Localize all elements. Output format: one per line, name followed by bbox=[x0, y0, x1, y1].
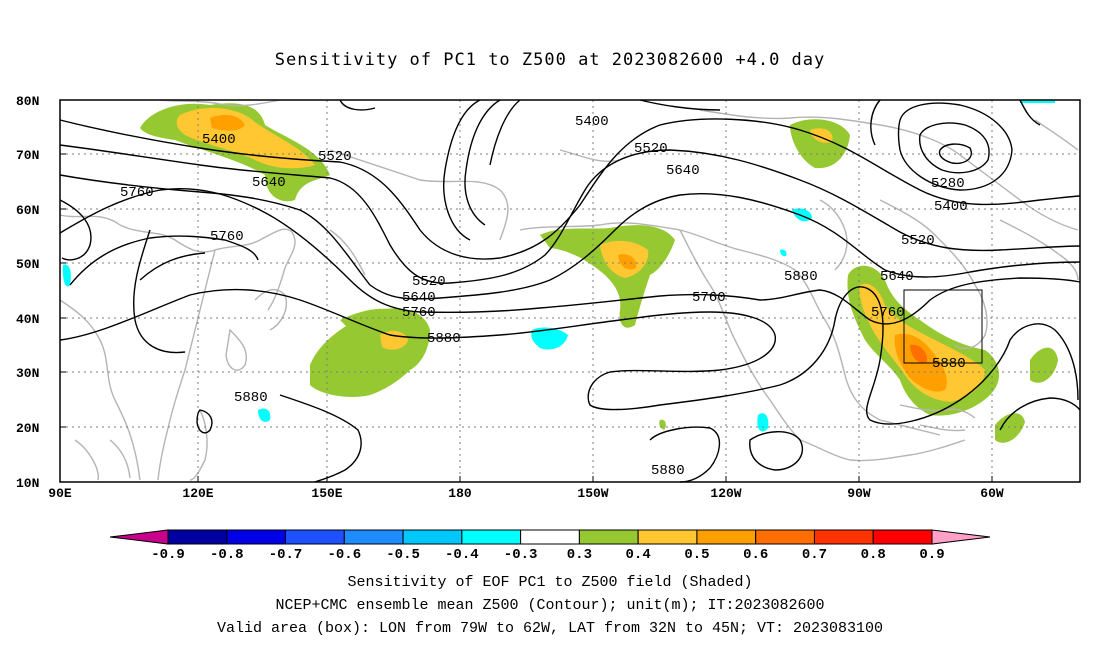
ticks bbox=[60, 153, 993, 482]
lon-label: 90W bbox=[847, 486, 871, 501]
plot-frame bbox=[59, 99, 1081, 483]
contour-label: 5640 bbox=[252, 175, 286, 191]
colorbar-label: 0.7 bbox=[802, 547, 827, 563]
coastlines bbox=[59, 99, 1079, 481]
valid-area-box bbox=[903, 289, 983, 364]
contour-label: 5520 bbox=[318, 149, 352, 165]
colorbar-label: 0.8 bbox=[861, 547, 886, 563]
colorbar-label: 0.3 bbox=[567, 547, 592, 563]
colorbar-segment bbox=[520, 529, 580, 545]
contour-label: 5640 bbox=[880, 269, 914, 285]
contour-label: 5880 bbox=[784, 269, 818, 285]
lon-label: 180 bbox=[448, 486, 472, 501]
lat-label: 50N bbox=[16, 257, 39, 272]
shade-green-pacific-north bbox=[340, 308, 400, 330]
colorbar-segment bbox=[813, 529, 874, 545]
shade-yellow-pacific bbox=[380, 330, 408, 350]
colorbar-label: 0.6 bbox=[743, 547, 768, 563]
shade-red-eastus bbox=[910, 344, 928, 363]
colorbar-segment bbox=[343, 529, 404, 545]
colorbar-label: -0.4 bbox=[445, 547, 479, 563]
contour-label: 5760 bbox=[210, 229, 244, 245]
colorbar-segment bbox=[578, 529, 639, 545]
colorbar-segment bbox=[461, 529, 522, 545]
lat-label: 20N bbox=[16, 421, 39, 436]
lon-label: 150E bbox=[311, 486, 342, 501]
caption-line-2: NCEP+CMC ensemble mean Z500 (Contour); u… bbox=[275, 597, 825, 614]
lat-label: 40N bbox=[16, 312, 39, 327]
shade-cyan-1 bbox=[62, 264, 71, 287]
colorbar-label: 0.4 bbox=[626, 547, 651, 563]
caption-line-1: Sensitivity of EOF PC1 to Z500 field (Sh… bbox=[347, 574, 753, 591]
colorbar-label: 0.5 bbox=[684, 547, 709, 563]
lat-label: 80N bbox=[16, 94, 39, 109]
lon-label: 90E bbox=[48, 486, 72, 501]
z500-contours bbox=[59, 99, 1081, 483]
contour-label: 5640 bbox=[402, 290, 436, 306]
contour-label: 5400 bbox=[934, 199, 968, 215]
lat-label: 70N bbox=[16, 148, 39, 163]
lat-label: 30N bbox=[16, 366, 39, 381]
colorbar-label: -0.5 bbox=[386, 547, 420, 563]
contour-label: 5520 bbox=[901, 233, 935, 249]
contour-label: 5760 bbox=[871, 305, 905, 321]
contour-label: 5400 bbox=[575, 114, 609, 130]
contour-label: 5880 bbox=[234, 390, 268, 406]
map-title: Sensitivity of PC1 to Z500 at 2023082600… bbox=[274, 50, 826, 70]
colorbar-segment bbox=[872, 529, 933, 545]
shade-orange-gulf bbox=[618, 254, 637, 270]
contour-label: 5880 bbox=[932, 356, 966, 372]
contour-label: 5760 bbox=[692, 290, 726, 306]
colorbar-low-end bbox=[109, 529, 169, 545]
latitude-labels: 80N 70N 60N 50N 40N 30N 20N 10N bbox=[16, 94, 39, 491]
shade-cyan-2 bbox=[531, 327, 568, 350]
contour-label: 5400 bbox=[202, 132, 236, 148]
shade-green-atl2 bbox=[995, 413, 1025, 443]
contour-labels: 5400 5520 5640 5760 5760 5520 5640 5760 … bbox=[120, 114, 968, 479]
colorbar-segment bbox=[402, 529, 463, 545]
caption-line-3: Valid area (box): LON from 79W to 62W, L… bbox=[216, 620, 884, 637]
colorbar: -0.9 -0.8 -0.7 -0.6 -0.5 -0.4 -0.3 0.3 0.4 0.5 0.6… bbox=[109, 529, 991, 563]
shade-cyan-4 bbox=[258, 408, 271, 422]
lon-label: 150W bbox=[577, 486, 608, 501]
shade-green-atl3 bbox=[659, 419, 666, 430]
contour-label: 5520 bbox=[634, 141, 668, 157]
contour-label: 5760 bbox=[402, 305, 436, 321]
colorbar-segment bbox=[755, 529, 815, 545]
lat-label: 10N bbox=[16, 476, 39, 491]
colorbar-segment bbox=[226, 529, 287, 545]
colorbar-segment bbox=[637, 529, 698, 545]
contour-label: 5880 bbox=[651, 463, 685, 479]
contour-label: 5520 bbox=[412, 274, 446, 290]
shaded-sensitivity bbox=[62, 100, 1058, 443]
contour-label: 5640 bbox=[666, 163, 700, 179]
contour-label: 5760 bbox=[120, 185, 154, 201]
shade-green-gulf bbox=[540, 225, 675, 328]
colorbar-segment bbox=[285, 529, 345, 545]
lon-label: 120W bbox=[710, 486, 741, 501]
grid bbox=[60, 100, 1080, 482]
shade-green-pacific bbox=[310, 308, 430, 397]
shade-cyan-7 bbox=[780, 249, 787, 257]
colorbar-label: -0.3 bbox=[504, 547, 538, 563]
colorbar-segment bbox=[696, 529, 757, 545]
shade-orange-siberia bbox=[210, 114, 245, 131]
shade-green-arctic bbox=[790, 119, 850, 169]
contour-label: 5880 bbox=[427, 331, 461, 347]
colorbar-high-end bbox=[931, 529, 991, 545]
longitude-labels: 90E 120E 150E 180 150W 120W 90W 60W bbox=[48, 486, 1004, 501]
contour-label: 5280 bbox=[931, 176, 965, 192]
colorbar-label: -0.7 bbox=[269, 547, 303, 563]
colorbar-label: -0.6 bbox=[328, 547, 362, 563]
colorbar-label: 0.9 bbox=[919, 547, 944, 563]
shade-cyan-5 bbox=[757, 413, 769, 432]
colorbar-segment bbox=[167, 529, 228, 545]
lon-label: 120E bbox=[182, 486, 213, 501]
shade-green-atl1 bbox=[1030, 347, 1058, 383]
lon-label: 60W bbox=[980, 486, 1004, 501]
colorbar-label: -0.9 bbox=[151, 547, 185, 563]
lat-label: 60N bbox=[16, 203, 39, 218]
colorbar-label: -0.8 bbox=[210, 547, 244, 563]
